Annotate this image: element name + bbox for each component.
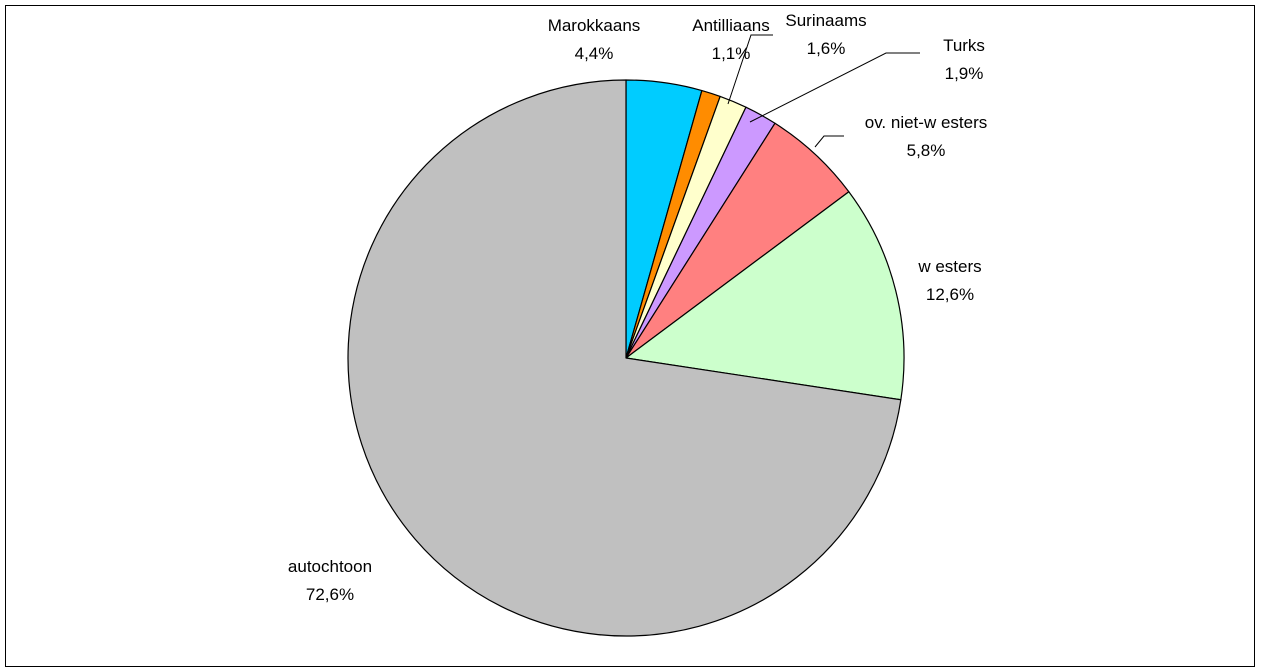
leader-line (814, 135, 844, 148)
pie-slice-w-esters (625, 191, 905, 401)
slice-label: ov. niet-w esters (865, 113, 988, 132)
chart-frame: Marokkaans 4,4% Antilliaans 1,1% Surinaams 1,… (5, 5, 1255, 667)
slice-label: Marokkaans (548, 16, 641, 35)
leader-line (727, 34, 773, 105)
slice-value-label: 1,9% (945, 64, 984, 83)
leader-line (749, 52, 920, 123)
slice-label: Turks (943, 36, 985, 55)
slice-label: autochtoon (288, 557, 372, 576)
slice-value-label: 1,1% (712, 44, 751, 63)
slice-value-label: 1,6% (807, 39, 846, 58)
slice-value-label: 4,4% (575, 44, 614, 63)
slice-value-label: 12,6% (926, 285, 974, 304)
slice-value-label: 5,8% (907, 141, 946, 160)
slice-label: Antilliaans (692, 16, 770, 35)
slice-label: w esters (917, 257, 981, 276)
slice-value-label: 72,6% (306, 585, 354, 604)
slice-label: Surinaams (785, 11, 866, 30)
pie-chart: Marokkaans 4,4% Antilliaans 1,1% Surinaams 1,… (288, 11, 988, 637)
pie-slice-autochtoon (347, 79, 902, 637)
